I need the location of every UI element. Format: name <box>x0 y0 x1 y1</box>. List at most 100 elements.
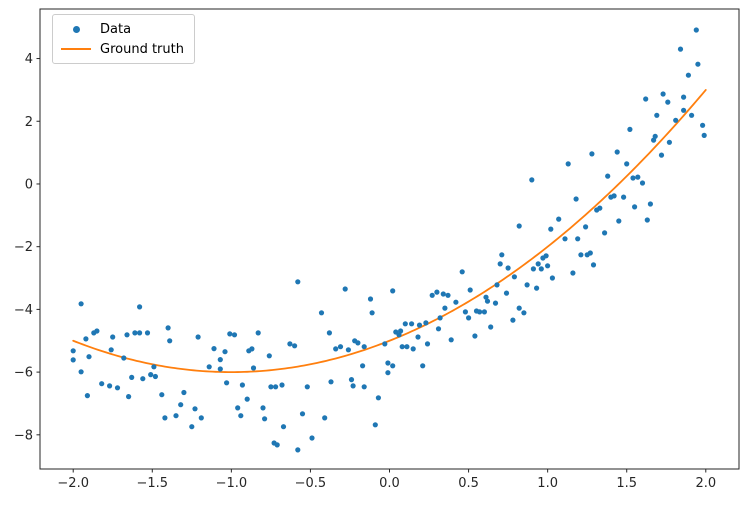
y-tick-label: −2 <box>14 240 33 255</box>
data-point <box>402 321 408 327</box>
data-point <box>144 330 151 336</box>
data-point <box>685 72 692 78</box>
data-point <box>499 252 505 258</box>
data-point <box>322 415 328 421</box>
data-point <box>206 364 212 370</box>
data-point <box>181 389 187 396</box>
data-point <box>530 266 537 272</box>
data-point <box>440 291 446 297</box>
data-point <box>173 413 179 419</box>
data-point <box>124 332 130 338</box>
x-tick-label: 1.0 <box>537 476 558 491</box>
data-point <box>382 341 388 347</box>
data-point <box>295 279 301 285</box>
data-point <box>605 173 611 179</box>
data-point <box>627 126 633 132</box>
data-point <box>372 422 378 428</box>
data-point <box>280 424 287 430</box>
data-point <box>467 287 473 293</box>
data-point <box>660 91 666 97</box>
data-point <box>472 333 478 339</box>
data-point <box>516 223 522 229</box>
data-point <box>587 250 593 256</box>
data-point <box>114 385 121 391</box>
data-point <box>107 383 113 389</box>
data-point <box>279 382 285 388</box>
data-point <box>385 360 391 366</box>
ground-truth-curve <box>72 89 707 374</box>
data-point <box>484 298 491 304</box>
y-tick-label: −8 <box>14 428 33 443</box>
data-point <box>350 383 356 389</box>
data-point <box>673 117 679 123</box>
data-point <box>262 416 268 422</box>
data-point <box>222 349 228 355</box>
data-point <box>575 236 581 242</box>
data-point <box>437 315 443 321</box>
data-point <box>497 261 503 267</box>
data-point <box>167 338 173 344</box>
data-point <box>224 380 230 386</box>
data-point <box>481 309 487 315</box>
data-point <box>110 334 116 340</box>
data-point <box>494 282 500 288</box>
data-point <box>701 132 707 138</box>
data-point <box>529 177 535 183</box>
y-tick-label: −6 <box>14 366 33 381</box>
data-point <box>195 334 201 340</box>
data-point <box>132 330 138 336</box>
data-point <box>129 374 135 380</box>
data-point <box>404 344 410 350</box>
data-point <box>255 330 261 336</box>
data-point <box>369 310 375 316</box>
data-point <box>543 253 549 259</box>
data-point <box>429 292 435 298</box>
data-point <box>616 218 622 224</box>
data-point <box>420 363 426 369</box>
data-point <box>355 340 361 346</box>
data-point <box>681 107 687 113</box>
data-point <box>462 309 468 315</box>
data-point <box>244 396 250 402</box>
data-point <box>211 346 217 352</box>
data-point <box>390 363 396 369</box>
data-point <box>466 315 472 321</box>
data-point <box>140 376 146 382</box>
data-point <box>442 305 448 311</box>
data-point <box>524 282 530 288</box>
data-point <box>538 266 544 272</box>
data-point <box>260 405 266 411</box>
data-point <box>159 392 165 398</box>
data-point <box>333 346 339 352</box>
data-point <box>385 370 391 376</box>
data-point <box>375 395 381 401</box>
data-point <box>99 381 105 387</box>
data-point <box>666 139 673 145</box>
data-point <box>635 174 641 180</box>
data-point <box>78 301 84 307</box>
data-point <box>367 296 374 302</box>
data-point <box>483 294 489 300</box>
ground-truth-line-icon <box>61 47 91 51</box>
data-point <box>318 310 325 316</box>
data-point <box>227 331 233 337</box>
data-point <box>126 394 132 400</box>
data-point <box>611 193 617 199</box>
data-point <box>644 217 650 223</box>
data-point <box>549 275 556 281</box>
legend-entry-ground-truth: Ground truth <box>60 39 184 59</box>
data-point <box>448 337 454 343</box>
data-point <box>178 402 184 408</box>
data-point <box>505 265 511 271</box>
data-point <box>556 216 562 222</box>
data-point <box>239 382 245 388</box>
data-point <box>235 405 241 411</box>
data-point <box>434 289 440 295</box>
x-tick-label: −1.0 <box>216 476 248 491</box>
data-point <box>534 285 540 291</box>
data-point <box>70 348 76 354</box>
data-point <box>121 355 127 361</box>
data-point <box>578 252 584 258</box>
data-point <box>86 354 92 360</box>
